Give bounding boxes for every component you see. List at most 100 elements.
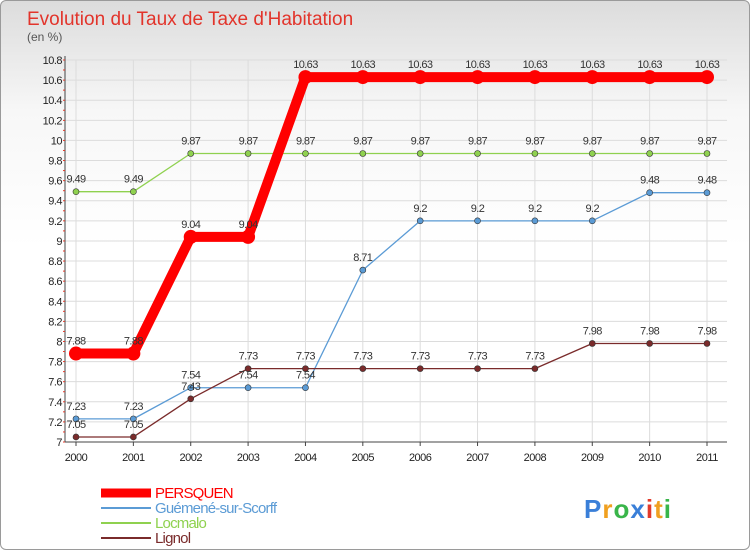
- y-tick-label: 9.6: [48, 176, 62, 188]
- y-tick-label: 9.4: [48, 196, 62, 208]
- legend-entry: Guémené-sur-Scorff: [155, 500, 278, 517]
- data-label: 9.2: [471, 203, 485, 215]
- data-label: 7.88: [66, 336, 85, 348]
- logo-text: Proxiti: [584, 494, 672, 524]
- proxiti-logo: Proxiti: [584, 494, 672, 524]
- data-point: [244, 384, 252, 392]
- data-label: 7.73: [468, 351, 487, 363]
- data-point: [416, 217, 424, 225]
- data-label: 7.54: [296, 370, 315, 382]
- data-label: 10.63: [408, 59, 433, 71]
- data-label: 10.63: [580, 59, 605, 71]
- data-point: [359, 150, 367, 157]
- y-tick-label: 8.6: [48, 276, 62, 288]
- data-point: [474, 150, 481, 157]
- axes: 77.27.47.67.888.28.48.68.899.29.49.69.81…: [43, 55, 727, 464]
- data-label: 7.23: [66, 401, 85, 413]
- data-label: 9.87: [583, 135, 602, 147]
- data-point: [646, 340, 653, 347]
- legend-entry: Lignol: [155, 530, 191, 547]
- data-label: 7.73: [296, 351, 315, 363]
- logo-letter: i: [664, 494, 672, 524]
- y-tick-label: 10.2: [43, 115, 63, 127]
- data-label: 7.43: [181, 381, 200, 393]
- y-tick-label: 9.8: [48, 156, 62, 168]
- y-tick-label: 10.8: [43, 55, 63, 67]
- data-point: [130, 188, 137, 195]
- data-label: 7.23: [124, 401, 143, 413]
- data-label: 9.87: [239, 135, 258, 147]
- data-labels: 9.49 9.49 9.87 9.87 9.87 9.87 9.87 9.87 9.87 9.87…: [66, 59, 720, 431]
- x-tick-label: 2004: [294, 452, 317, 464]
- data-point: [531, 150, 539, 157]
- data-label: 7.73: [239, 351, 258, 363]
- y-tick-label: 8.4: [48, 296, 62, 308]
- logo-letter: r: [602, 494, 613, 524]
- data-point: [416, 365, 424, 372]
- series-line-persquen: [76, 72, 707, 359]
- logo-letter: P: [584, 494, 602, 524]
- chart-title: Evolution du Taux de Taxe d'Habitation: [27, 9, 353, 30]
- x-tick-label: 2008: [524, 452, 547, 464]
- logo-letter: x: [630, 494, 645, 524]
- data-point: [474, 217, 481, 225]
- data-point: [588, 340, 596, 347]
- x-tick-label: 2007: [466, 452, 489, 464]
- y-tick-label: 7.2: [48, 417, 62, 429]
- data-label: 7.05: [124, 419, 143, 431]
- data-label: 8.71: [353, 252, 372, 264]
- data-label: 9.2: [528, 203, 542, 215]
- data-point: [703, 189, 711, 196]
- data-label: 10.63: [523, 59, 548, 71]
- y-tick-label: 10.6: [43, 75, 63, 87]
- y-tick-label: 7.4: [48, 397, 62, 409]
- x-tick-label: 2000: [65, 452, 88, 464]
- x-tick-label: 2010: [638, 452, 661, 464]
- y-tick-label: 9.2: [48, 216, 62, 228]
- data-label: 9.48: [697, 175, 716, 187]
- data-point: [130, 433, 137, 441]
- data-label: 7.98: [583, 325, 602, 337]
- data-point: [69, 346, 83, 361]
- data-point: [588, 150, 596, 157]
- logo-letter: o: [613, 494, 630, 524]
- data-point: [126, 346, 141, 361]
- data-point: [187, 384, 195, 392]
- series-line-lignol: [76, 342, 707, 438]
- y-tick-label: 8: [56, 336, 62, 348]
- data-point: [474, 365, 481, 372]
- data-point: [302, 150, 309, 157]
- data-point: [359, 365, 367, 372]
- data-point: [187, 150, 195, 157]
- data-label: 7.73: [411, 351, 430, 363]
- x-tick-label: 2005: [352, 452, 375, 464]
- gridlines: [65, 59, 727, 443]
- data-label: 7.05: [66, 419, 85, 431]
- data-point: [703, 340, 711, 347]
- data-label: 9.49: [124, 174, 143, 186]
- data-point: [72, 415, 80, 423]
- y-tick-label: 8.2: [48, 316, 62, 328]
- data-point: [183, 229, 198, 244]
- data-label: 7.88: [124, 336, 143, 348]
- data-label: 7.98: [640, 325, 659, 337]
- data-label: 7.54: [181, 370, 200, 382]
- data-label: 7.73: [353, 351, 372, 363]
- data-label: 9.87: [353, 135, 372, 147]
- series-line-gu-men-sur-scorff: [76, 192, 707, 420]
- y-tick-label: 7.8: [48, 357, 62, 369]
- data-label: 9.04: [239, 219, 258, 231]
- y-tick-label: 8.8: [48, 256, 62, 268]
- data-point: [72, 433, 80, 441]
- data-point: [585, 70, 600, 85]
- data-label: 9.87: [411, 135, 430, 147]
- data-label: 9.87: [468, 135, 487, 147]
- data-label: 10.63: [695, 59, 720, 71]
- data-label: 9.87: [525, 135, 544, 147]
- data-point: [700, 70, 714, 85]
- y-tick-label: 10.4: [43, 95, 63, 107]
- data-point: [416, 150, 424, 157]
- data-label: 7.54: [239, 370, 258, 382]
